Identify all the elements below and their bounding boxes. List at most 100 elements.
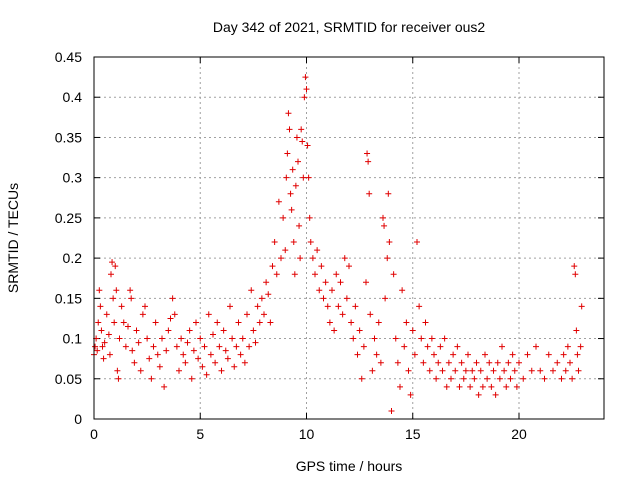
data-point	[195, 355, 202, 362]
data-point	[473, 359, 480, 366]
data-point	[146, 355, 153, 362]
data-point	[420, 359, 427, 366]
data-point	[494, 359, 501, 366]
data-point	[305, 174, 312, 181]
data-point	[573, 327, 580, 334]
data-point	[505, 359, 512, 366]
data-point	[275, 198, 282, 205]
x-tick-labels: 0 5 10 15 20	[90, 426, 527, 442]
data-point	[439, 367, 446, 374]
data-point	[178, 335, 185, 342]
data-point	[97, 303, 104, 310]
data-point	[574, 351, 581, 358]
data-point	[333, 271, 340, 278]
data-point	[108, 271, 114, 278]
data-point	[94, 347, 101, 354]
data-point	[341, 255, 348, 262]
data-point	[354, 351, 361, 358]
data-point	[364, 150, 371, 157]
data-point	[278, 255, 284, 262]
data-point	[456, 383, 463, 390]
data-point	[224, 355, 231, 362]
data-point	[239, 335, 246, 342]
data-point	[176, 367, 182, 374]
data-point	[460, 375, 467, 382]
data-point	[426, 367, 433, 374]
data-point	[360, 343, 367, 350]
data-point	[125, 323, 131, 330]
data-point	[414, 239, 420, 246]
data-point	[467, 383, 474, 390]
data-point	[237, 351, 244, 358]
data-point	[265, 291, 272, 298]
data-point	[116, 335, 123, 342]
data-point	[171, 311, 178, 318]
data-point	[358, 375, 365, 382]
data-point	[222, 347, 229, 354]
x-tick-label: 10	[299, 426, 315, 442]
data-point	[127, 287, 134, 294]
data-point	[282, 247, 289, 254]
data-point	[295, 158, 301, 165]
data-point	[163, 347, 170, 354]
data-point	[375, 319, 382, 326]
data-point	[98, 327, 105, 334]
data-point	[207, 351, 214, 358]
data-point	[384, 255, 391, 262]
data-point	[197, 335, 204, 342]
data-point	[448, 375, 454, 382]
data-point	[182, 359, 189, 366]
data-point	[288, 206, 295, 213]
data-point	[159, 335, 165, 342]
data-point	[343, 295, 350, 302]
data-point	[291, 271, 298, 278]
data-point	[309, 255, 316, 262]
data-point	[382, 295, 389, 302]
data-point	[261, 311, 267, 318]
data-point	[114, 367, 121, 374]
y-tick-label: 0.25	[55, 210, 82, 226]
data-point	[210, 331, 216, 338]
data-point	[416, 303, 423, 310]
y-tick-label: 0.4	[63, 89, 83, 105]
data-point	[322, 279, 329, 286]
gridlines	[94, 57, 604, 419]
data-point	[454, 343, 461, 350]
data-point	[371, 335, 378, 342]
data-point	[293, 134, 300, 141]
y-tick-label: 0.15	[55, 290, 82, 306]
data-point	[299, 138, 306, 145]
data-point	[106, 351, 113, 358]
data-point	[572, 271, 579, 278]
data-point	[554, 359, 561, 366]
data-point	[477, 367, 484, 374]
data-point	[233, 343, 240, 350]
data-point	[161, 383, 168, 390]
data-point	[528, 367, 535, 374]
data-point	[564, 343, 571, 350]
data-point	[431, 351, 437, 358]
data-point	[394, 359, 401, 366]
data-point	[118, 303, 125, 310]
data-point	[96, 287, 103, 294]
data-point	[180, 351, 187, 358]
data-point	[571, 263, 578, 270]
data-point	[326, 319, 333, 326]
data-point	[120, 319, 127, 326]
data-point	[486, 359, 493, 366]
data-point	[105, 331, 112, 338]
data-point	[499, 343, 505, 350]
data-point	[484, 375, 491, 382]
data-point	[258, 295, 265, 302]
data-point	[537, 367, 544, 374]
data-point	[503, 383, 510, 390]
data-point	[450, 351, 457, 358]
data-point	[152, 319, 159, 326]
data-point	[292, 182, 299, 189]
data-point	[390, 271, 397, 278]
data-point	[558, 375, 565, 382]
data-point	[541, 375, 548, 382]
data-point	[165, 327, 172, 334]
data-point	[111, 319, 118, 326]
data-point	[405, 367, 412, 374]
